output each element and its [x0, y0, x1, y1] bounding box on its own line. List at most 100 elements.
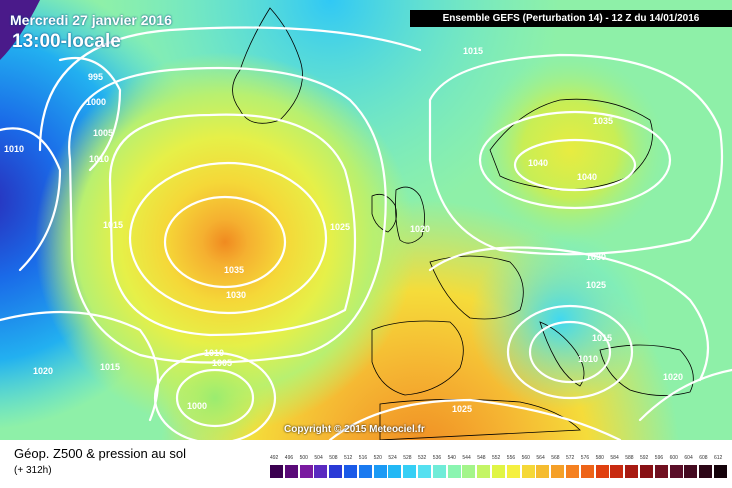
isobar-1035: [163, 195, 287, 289]
isobar-1020-balkan: [506, 304, 634, 400]
isobar-1025-south: [328, 398, 622, 440]
legend-swatch: [270, 465, 284, 478]
isobar-label: 1000: [187, 401, 207, 411]
legend-swatch: [551, 465, 566, 478]
legend-swatch: [625, 465, 640, 478]
legend-label: 564: [536, 455, 545, 461]
isobar-label: 1035: [224, 265, 244, 275]
isobar-label: 1040: [577, 172, 597, 182]
legend-swatch: [344, 465, 358, 478]
isobar-label: 1020: [410, 224, 430, 234]
coast-france: [429, 255, 524, 320]
legend-label: 568: [551, 455, 560, 461]
isobar-label: 1025: [452, 404, 472, 414]
legend-swatch: [669, 465, 684, 478]
legend-swatch: [403, 465, 418, 478]
legend-label: 536: [432, 455, 442, 461]
legend-label: 588: [625, 455, 634, 461]
isobar-label: 1015: [100, 362, 120, 372]
coast-italy: [539, 321, 585, 387]
model-run-info: Ensemble GEFS (Perturbation 14) - 12 Z d…: [410, 10, 732, 27]
legend-label: 548: [477, 455, 486, 461]
isobar-label: 1010: [204, 348, 224, 358]
legend-swatch: [506, 465, 521, 478]
legend-swatch: [418, 465, 432, 478]
legend-label: 560: [521, 455, 530, 461]
isobar-labels: 1015 995 1000 1005 1010 1010 1015 1035 1…: [4, 46, 683, 414]
isobar-label: 1025: [586, 280, 606, 290]
isobars: [0, 26, 732, 440]
isobar-label: 1015: [463, 46, 483, 56]
legend-swatch: [595, 465, 610, 478]
isobar-1015-balkan: [528, 320, 612, 384]
coast-iberia: [371, 320, 464, 396]
legend-swatch: [447, 465, 462, 478]
isobar-label: 1015: [592, 333, 612, 343]
isobar-1015-sw: [0, 310, 160, 422]
isobar-1010: [153, 351, 277, 440]
isobar-label: 1010: [578, 354, 598, 364]
legend-label: 604: [684, 455, 693, 461]
legend-swatch: [566, 465, 580, 478]
legend-label: 512: [344, 455, 353, 461]
map-canvas: 1015 995 1000 1005 1010 1010 1015 1035 1…: [0, 0, 732, 440]
field-deep-low: [0, 0, 40, 60]
isobar-label: 1005: [212, 358, 232, 368]
copyright-notice: Copyright © 2015 Meteociel.fr: [284, 424, 425, 435]
legend-label: 524: [388, 455, 397, 461]
legend-swatch: [329, 465, 344, 478]
legend-label: 544: [462, 455, 471, 461]
legend-label: 516: [358, 455, 368, 461]
isobar-1020-se: [638, 368, 732, 422]
isobar-label: 1005: [93, 128, 113, 138]
isobar-label: 995: [88, 72, 103, 82]
isobar-label: 1010: [4, 144, 24, 154]
legend-label: 528: [403, 455, 412, 461]
legend-label: 612: [714, 455, 723, 461]
isobar-label: 1015: [103, 220, 123, 230]
legend-label: 572: [566, 455, 575, 461]
legend-label: 608: [699, 455, 708, 461]
legend-label: 508: [329, 455, 338, 461]
legend-swatch: [388, 465, 403, 478]
isobar-1015-north: [38, 26, 422, 152]
isobar-label: 1020: [33, 366, 53, 376]
isobar-label: 1030: [226, 290, 246, 300]
legend-swatch: [492, 465, 506, 478]
isobar-label: 1040: [528, 158, 548, 168]
isobar-1035-scand: [478, 110, 672, 210]
legend-swatch: [654, 465, 669, 478]
legend-label: 600: [669, 455, 678, 461]
legend-label: 532: [418, 455, 427, 461]
legend-swatch: [714, 465, 728, 478]
legend-label: 492: [270, 455, 279, 461]
legend-label: 576: [580, 455, 590, 461]
legend-label: 552: [492, 455, 501, 461]
forecast-map: 1015 995 1000 1005 1010 1010 1015 1035 1…: [0, 0, 732, 440]
isobar-1025-east: [428, 246, 710, 382]
isobar-1040: [513, 138, 637, 192]
coast-balkans: [599, 344, 694, 396]
isobar-1030: [128, 161, 328, 315]
legend-swatch: [314, 465, 329, 478]
legend-label: 580: [595, 455, 604, 461]
legend-swatch: [521, 465, 536, 478]
isobar-1020: [68, 66, 387, 364]
isobar-1030-scand: [428, 53, 724, 256]
legend-label: 520: [373, 455, 382, 461]
legend-label: 496: [284, 455, 294, 461]
legend-swatch: [432, 465, 447, 478]
isobar-label: 1010: [89, 154, 109, 164]
isobar-label: 1020: [663, 372, 683, 382]
legend-swatch: [462, 465, 477, 478]
forecast-local-time: 13:00-locale: [12, 31, 121, 52]
legend-label: 584: [610, 455, 619, 461]
legend-swatch: [610, 465, 625, 478]
lead-time: (+ 312h): [14, 465, 52, 476]
legend-swatch: [284, 465, 299, 478]
field-south-low: [0, 0, 732, 440]
coast-greenland: [232, 7, 303, 124]
isobar-1025: [108, 113, 357, 337]
legend-swatch: [299, 465, 314, 478]
